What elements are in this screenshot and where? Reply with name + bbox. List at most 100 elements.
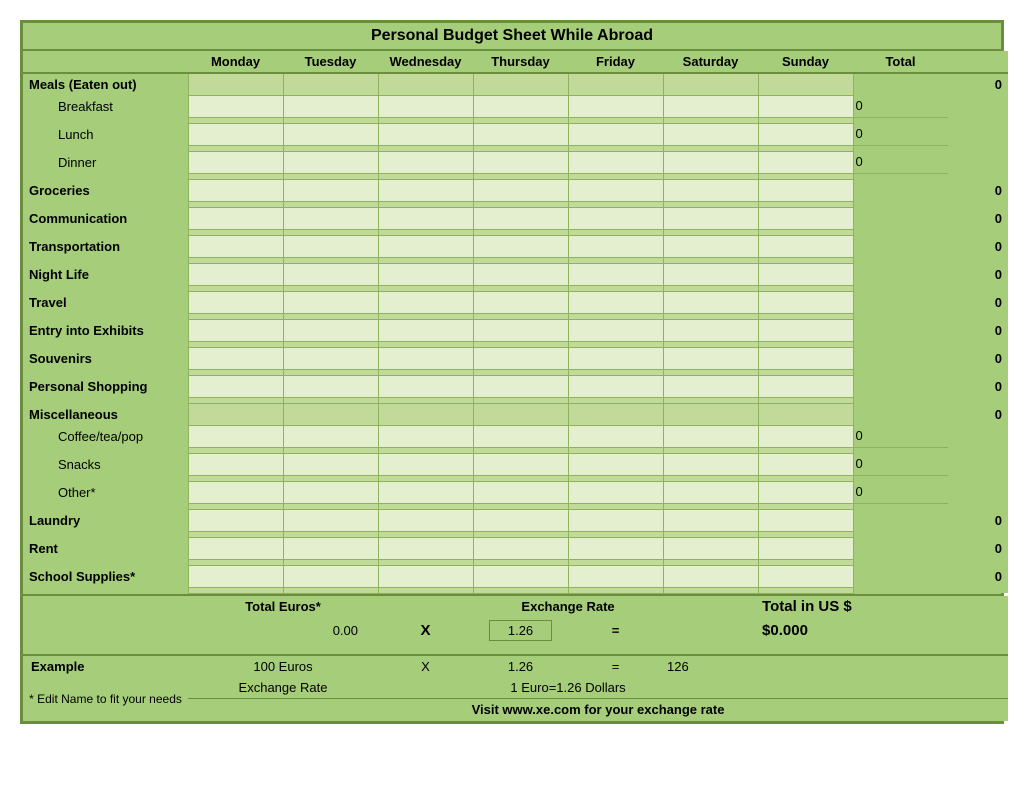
day-cell[interactable]: [473, 123, 568, 145]
day-cell[interactable]: [188, 319, 283, 341]
day-cell[interactable]: [663, 73, 758, 95]
day-cell[interactable]: [568, 509, 663, 531]
day-cell[interactable]: [568, 123, 663, 145]
day-cell[interactable]: [758, 263, 853, 285]
day-cell[interactable]: [378, 179, 473, 201]
day-cell[interactable]: [473, 263, 568, 285]
day-cell[interactable]: [758, 537, 853, 559]
day-cell[interactable]: [758, 403, 853, 425]
day-cell[interactable]: [283, 403, 378, 425]
day-cell[interactable]: [568, 565, 663, 587]
day-cell[interactable]: [188, 95, 283, 117]
day-cell[interactable]: [758, 291, 853, 313]
day-cell[interactable]: [663, 95, 758, 117]
day-cell[interactable]: [378, 123, 473, 145]
day-cell[interactable]: [283, 123, 378, 145]
day-cell[interactable]: [568, 375, 663, 397]
day-cell[interactable]: [188, 509, 283, 531]
day-cell[interactable]: [473, 375, 568, 397]
day-cell[interactable]: [758, 375, 853, 397]
day-cell[interactable]: [378, 453, 473, 475]
day-cell[interactable]: [378, 73, 473, 95]
day-cell[interactable]: [663, 453, 758, 475]
day-cell[interactable]: [758, 425, 853, 447]
day-cell[interactable]: [663, 235, 758, 257]
day-cell[interactable]: [283, 453, 378, 475]
day-cell[interactable]: [663, 403, 758, 425]
day-cell[interactable]: [283, 291, 378, 313]
day-cell[interactable]: [188, 347, 283, 369]
day-cell[interactable]: [283, 73, 378, 95]
day-cell[interactable]: [188, 73, 283, 95]
day-cell[interactable]: [758, 95, 853, 117]
day-cell[interactable]: [568, 151, 663, 173]
day-cell[interactable]: [473, 73, 568, 95]
day-cell[interactable]: [473, 95, 568, 117]
day-cell[interactable]: [568, 347, 663, 369]
day-cell[interactable]: [568, 73, 663, 95]
exchange-rate-input[interactable]: 1.26: [489, 620, 552, 641]
day-cell[interactable]: [568, 291, 663, 313]
day-cell[interactable]: [663, 425, 758, 447]
day-cell[interactable]: [378, 425, 473, 447]
day-cell[interactable]: [283, 481, 378, 503]
day-cell[interactable]: [758, 347, 853, 369]
day-cell[interactable]: [758, 73, 853, 95]
day-cell[interactable]: [663, 509, 758, 531]
day-cell[interactable]: [378, 481, 473, 503]
day-cell[interactable]: [473, 425, 568, 447]
day-cell[interactable]: [378, 375, 473, 397]
day-cell[interactable]: [758, 235, 853, 257]
day-cell[interactable]: [283, 263, 378, 285]
day-cell[interactable]: [378, 537, 473, 559]
day-cell[interactable]: [378, 291, 473, 313]
day-cell[interactable]: [473, 179, 568, 201]
day-cell[interactable]: [283, 509, 378, 531]
day-cell[interactable]: [378, 509, 473, 531]
day-cell[interactable]: [568, 481, 663, 503]
day-cell[interactable]: [473, 347, 568, 369]
day-cell[interactable]: [758, 319, 853, 341]
day-cell[interactable]: [283, 151, 378, 173]
day-cell[interactable]: [758, 453, 853, 475]
day-cell[interactable]: [283, 235, 378, 257]
day-cell[interactable]: [663, 263, 758, 285]
day-cell[interactable]: [568, 95, 663, 117]
day-cell[interactable]: [188, 425, 283, 447]
day-cell[interactable]: [378, 95, 473, 117]
day-cell[interactable]: [188, 453, 283, 475]
day-cell[interactable]: [473, 537, 568, 559]
day-cell[interactable]: [568, 425, 663, 447]
day-cell[interactable]: [283, 179, 378, 201]
day-cell[interactable]: [473, 207, 568, 229]
day-cell[interactable]: [188, 207, 283, 229]
day-cell[interactable]: [188, 263, 283, 285]
day-cell[interactable]: [378, 403, 473, 425]
day-cell[interactable]: [378, 565, 473, 587]
day-cell[interactable]: [663, 291, 758, 313]
day-cell[interactable]: [473, 453, 568, 475]
day-cell[interactable]: [663, 375, 758, 397]
day-cell[interactable]: [473, 235, 568, 257]
day-cell[interactable]: [758, 207, 853, 229]
day-cell[interactable]: [188, 123, 283, 145]
day-cell[interactable]: [663, 319, 758, 341]
day-cell[interactable]: [568, 319, 663, 341]
day-cell[interactable]: [473, 481, 568, 503]
day-cell[interactable]: [283, 319, 378, 341]
day-cell[interactable]: [378, 207, 473, 229]
day-cell[interactable]: [568, 403, 663, 425]
day-cell[interactable]: [758, 481, 853, 503]
day-cell[interactable]: [758, 151, 853, 173]
day-cell[interactable]: [663, 537, 758, 559]
day-cell[interactable]: [758, 509, 853, 531]
day-cell[interactable]: [473, 565, 568, 587]
day-cell[interactable]: [283, 425, 378, 447]
day-cell[interactable]: [663, 481, 758, 503]
day-cell[interactable]: [283, 565, 378, 587]
day-cell[interactable]: [283, 347, 378, 369]
day-cell[interactable]: [378, 263, 473, 285]
day-cell[interactable]: [568, 179, 663, 201]
day-cell[interactable]: [568, 207, 663, 229]
day-cell[interactable]: [188, 537, 283, 559]
